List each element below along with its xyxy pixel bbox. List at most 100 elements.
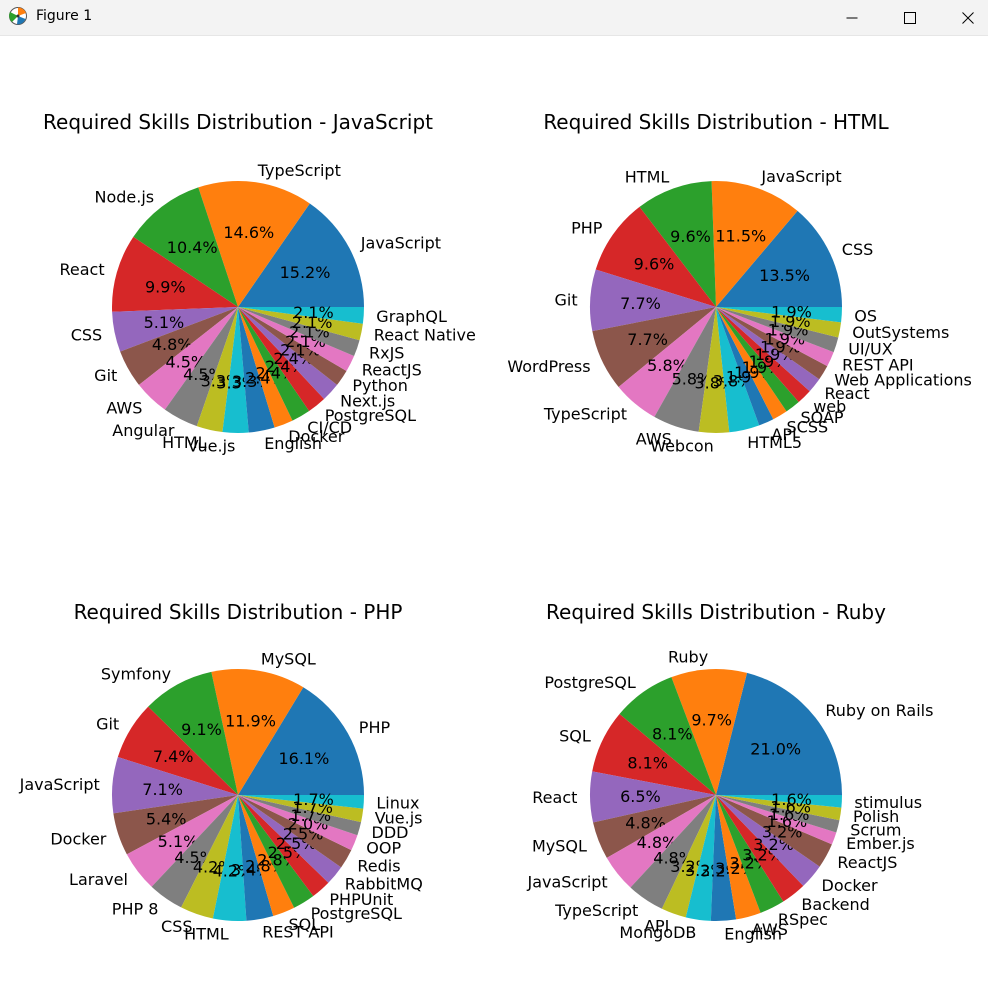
slice-label: AWS [752, 920, 788, 939]
pie-chart-1: Required Skills Distribution - JavaScrip… [43, 110, 476, 456]
slice-label: Next.js [340, 392, 395, 411]
slice-label: OutSystems [852, 323, 949, 342]
slice-label: API [644, 917, 669, 936]
pie-slice [592, 713, 716, 795]
pie-slice [716, 795, 832, 867]
pie-slice [716, 307, 839, 353]
slice-percent-label: 5.8% [672, 370, 713, 389]
slice-label: HTML5 [747, 433, 802, 452]
slice-percent-label: 8.1% [627, 754, 668, 773]
pie-slice [698, 307, 730, 433]
pie-slice [238, 795, 342, 883]
pie-slice [716, 795, 761, 920]
slice-percent-label: 7.4% [153, 747, 194, 766]
slice-label: React Native [374, 326, 476, 345]
pie-slice [619, 677, 716, 795]
slice-label: web [813, 397, 846, 416]
pie-slice [238, 795, 295, 916]
slice-percent-label: 1.7% [293, 790, 334, 809]
slice-label: Docker [822, 876, 878, 895]
chart-title: Required Skills Distribution - HTML [543, 110, 889, 134]
slice-percent-label: 10.4% [167, 238, 218, 257]
close-button[interactable] [939, 0, 988, 35]
chart-title: Required Skills Distribution - PHP [74, 600, 403, 624]
slice-label: React [59, 260, 104, 279]
pie-slice [716, 307, 760, 433]
pie-slice [148, 671, 238, 795]
pie-slice [710, 795, 737, 921]
pie-slice [716, 795, 837, 845]
pie-charts-figure: Required Skills Distribution - JavaScrip… [19, 110, 972, 943]
pie-slice [716, 795, 804, 902]
pie-slice [716, 307, 810, 403]
pie-slice [716, 210, 843, 307]
slice-label: RabbitMQ [345, 874, 423, 893]
pie-slice [716, 307, 842, 323]
slice-label: RxJS [369, 343, 404, 362]
slice-label: TypeScript [543, 404, 627, 423]
pie-slice [654, 307, 716, 432]
pie-slice [181, 795, 238, 919]
slice-label: PostgreSQL [544, 673, 635, 692]
pie-slice [716, 795, 842, 808]
pie-slice [238, 307, 355, 372]
slice-label: Git [96, 715, 119, 734]
slice-percent-label: 14.6% [223, 223, 274, 242]
pie-chart-2: Required Skills Distribution - HTML CSS 13… [507, 110, 972, 456]
slice-label: stimulus [854, 793, 922, 812]
slice-label: Node.js [94, 188, 154, 207]
slice-percent-label: 11.5% [715, 227, 766, 246]
slice-percent-label: 5.4% [146, 810, 187, 829]
window-title: Figure 1 [36, 8, 93, 24]
slice-percent-label: 9.9% [145, 277, 186, 296]
pie-slice [238, 307, 325, 412]
maximize-button[interactable] [881, 0, 939, 35]
slice-percent-label: 9.1% [181, 720, 222, 739]
slice-label: English [264, 434, 322, 453]
pie-slice [606, 795, 716, 888]
pie-slice [238, 795, 314, 908]
pie-slice [618, 307, 716, 417]
slice-label: PHP [359, 718, 391, 737]
pie-slice [593, 795, 716, 858]
slice-percent-label: 1.6% [771, 790, 812, 809]
chart-title: Required Skills Distribution - Ruby [546, 600, 886, 624]
slice-label: HTML [184, 924, 229, 943]
slice-percent-label: 4.8% [152, 335, 193, 354]
slice-label: UI/UX [848, 340, 893, 359]
pie-slice [112, 307, 238, 352]
slice-percent-label: 7.7% [620, 294, 661, 313]
slice-label: ReactJS [362, 360, 422, 379]
window-titlebar: Figure 1 [0, 0, 988, 36]
pie-slice [238, 795, 364, 823]
slice-percent-label: 1.9% [771, 303, 812, 322]
slice-label: PHP 8 [112, 900, 159, 919]
minimize-button[interactable] [823, 0, 881, 35]
slice-label: Docker [288, 427, 344, 446]
slice-label: AWS [636, 429, 672, 448]
matplotlib-icon [9, 7, 27, 25]
slice-label: Linux [376, 794, 419, 813]
pie-chart-4: Required Skills Distribution - Ruby Ruby … [526, 600, 933, 943]
slice-percent-label: 9.7% [691, 711, 732, 730]
pie-slice [716, 307, 787, 420]
pie-slice [238, 307, 338, 400]
pie-slice [238, 307, 347, 385]
pie-slice [238, 307, 275, 433]
maximize-icon [904, 11, 916, 24]
pie-slice [671, 669, 748, 795]
pie-slice [133, 187, 238, 307]
slice-label: CI/CD [307, 418, 352, 437]
pie-slice [716, 307, 820, 392]
slice-percent-label: 15.2% [280, 263, 331, 282]
pie-slice [238, 687, 364, 795]
pie-slice [112, 757, 238, 814]
slice-label: PHP [571, 219, 603, 238]
pie-slice [113, 795, 238, 855]
pie-slice [716, 307, 842, 338]
slice-percent-label: 5.1% [158, 832, 199, 851]
slice-percent-label: 9.6% [670, 227, 711, 246]
pie-slice [238, 795, 364, 809]
pie-slice [685, 795, 716, 921]
pie-slice [222, 307, 249, 434]
